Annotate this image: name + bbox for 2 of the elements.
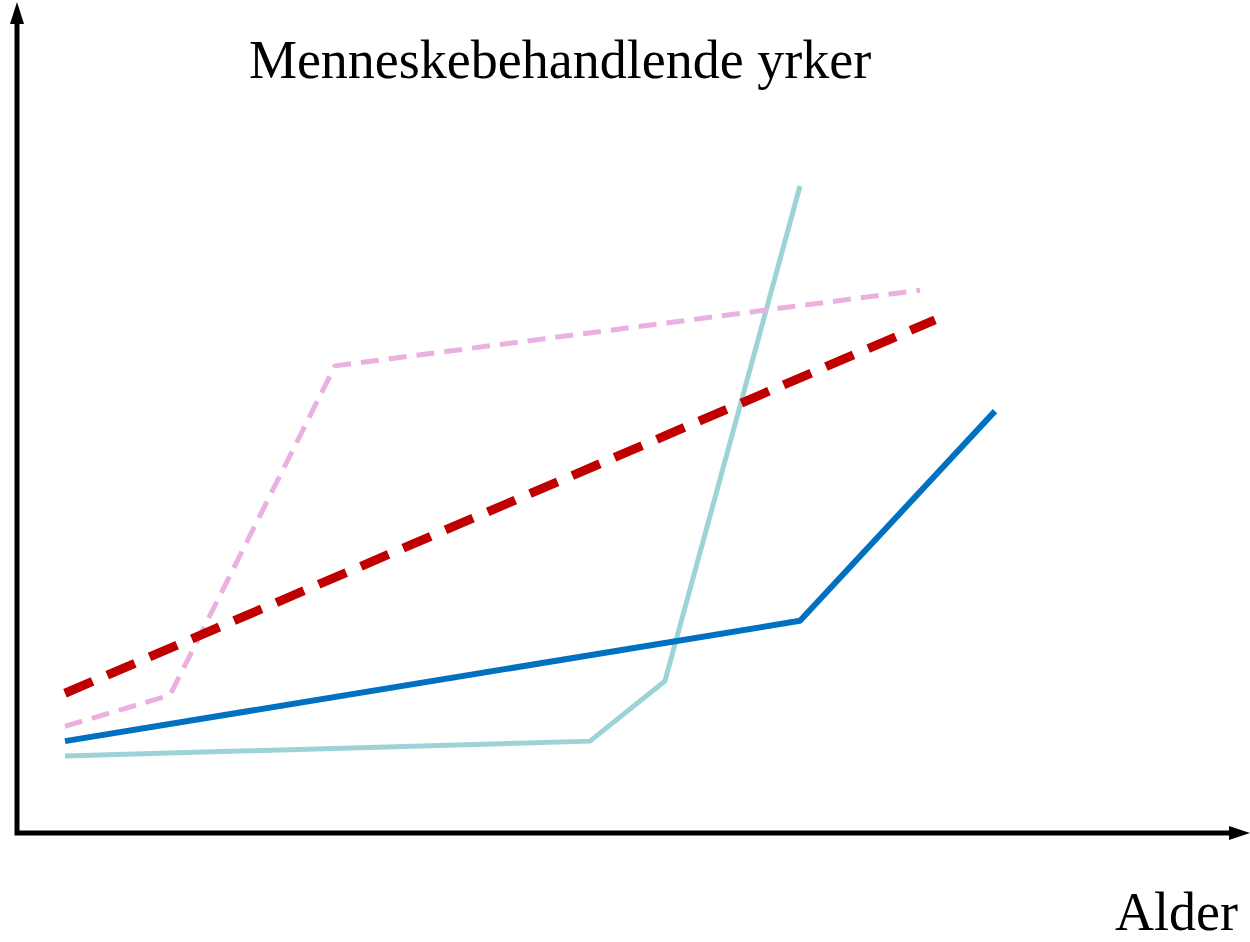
x-axis-title: Alder (1115, 882, 1239, 942)
chart-title: Menneskebehandlende yrker (248, 30, 872, 90)
